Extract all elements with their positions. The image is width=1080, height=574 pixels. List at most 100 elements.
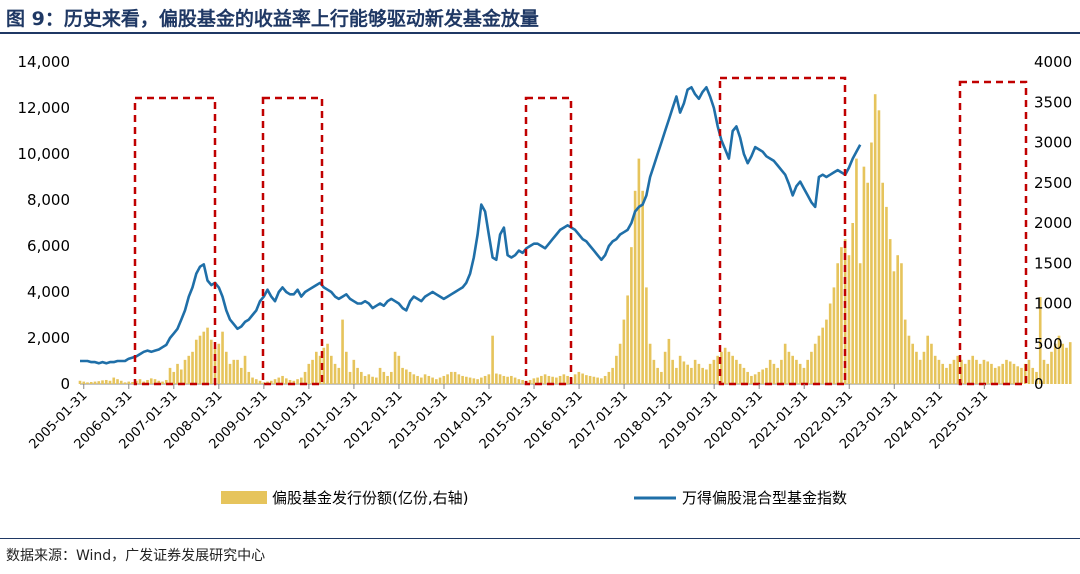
bar <box>382 371 386 384</box>
bar <box>397 355 401 384</box>
bar <box>558 375 562 384</box>
highlight-box <box>958 80 1028 386</box>
bar <box>787 351 791 384</box>
bar <box>663 351 667 384</box>
bar <box>693 359 697 384</box>
bar <box>146 379 149 384</box>
bar <box>371 376 374 384</box>
bar <box>251 377 254 384</box>
bar <box>690 367 693 384</box>
bar <box>641 190 644 384</box>
bar <box>588 375 592 384</box>
bar <box>798 363 802 384</box>
bar <box>258 380 262 384</box>
bar <box>213 347 217 384</box>
bar <box>1057 335 1061 384</box>
bar <box>498 374 502 384</box>
bar <box>431 377 434 384</box>
bar <box>566 375 569 384</box>
bar <box>918 359 922 384</box>
bar <box>1035 371 1038 384</box>
bar <box>116 379 119 384</box>
bar <box>89 381 93 384</box>
bar <box>705 369 708 384</box>
bar <box>911 343 915 384</box>
bar <box>885 206 888 384</box>
bar <box>783 343 787 384</box>
bar <box>720 351 723 384</box>
bar <box>123 382 127 384</box>
y-right-tick-label: 500 <box>1034 335 1063 353</box>
bar <box>281 375 284 384</box>
y-left-tick-label: 6,000 <box>27 237 70 255</box>
bar <box>1061 343 1065 384</box>
bar <box>390 371 393 384</box>
bar <box>855 158 858 384</box>
bar <box>832 287 836 384</box>
bar <box>93 381 97 384</box>
bar <box>348 371 352 384</box>
bar <box>393 351 397 384</box>
bar <box>318 355 322 384</box>
bar <box>543 374 547 384</box>
bar <box>806 359 809 384</box>
bar <box>821 327 824 384</box>
bar <box>652 359 656 384</box>
highlight-box <box>718 76 847 386</box>
chart: 02,0004,0006,0008,00010,00012,00014,000 … <box>18 53 1073 507</box>
bar <box>532 378 536 384</box>
bar <box>206 327 209 384</box>
bar <box>352 359 356 384</box>
bar <box>337 367 341 384</box>
bar <box>510 375 513 384</box>
bar <box>1042 359 1046 384</box>
bar <box>813 343 817 384</box>
bar <box>423 374 427 384</box>
bar <box>727 351 731 384</box>
bar <box>176 363 179 384</box>
bar <box>333 363 337 384</box>
bar <box>412 374 416 384</box>
bar <box>217 343 221 384</box>
y-left-tick-label: 0 <box>60 375 70 393</box>
bar <box>866 182 869 384</box>
bar <box>956 355 960 384</box>
bar <box>903 319 907 384</box>
bar <box>513 377 517 384</box>
bar <box>971 355 975 384</box>
bar <box>435 379 438 384</box>
y-right-tick-label: 1000 <box>1034 295 1072 313</box>
bar <box>303 371 307 384</box>
bar <box>945 367 948 384</box>
bar <box>791 355 794 384</box>
bar <box>686 364 689 384</box>
bar <box>746 371 749 384</box>
bar <box>930 343 933 384</box>
bar <box>78 380 82 384</box>
bar <box>536 377 539 384</box>
bar <box>375 377 378 384</box>
y-left-tick-label: 12,000 <box>18 99 71 117</box>
bar <box>592 376 596 384</box>
bar <box>1053 343 1057 384</box>
page-title: 图 9：历史来看，偏股基金的收益率上行能够驱动新发基金放量 <box>6 8 539 30</box>
bar <box>810 351 813 384</box>
bar <box>843 239 847 384</box>
bar <box>277 377 281 384</box>
bar <box>645 287 648 384</box>
bar <box>836 263 839 384</box>
bar <box>607 371 611 384</box>
bar <box>1046 363 1050 384</box>
bar <box>975 359 978 384</box>
bar <box>967 359 971 384</box>
bar <box>97 381 101 384</box>
bar <box>682 361 686 384</box>
bar <box>1038 297 1042 384</box>
bar <box>622 319 626 384</box>
bar <box>551 376 554 384</box>
bar <box>446 374 449 384</box>
bar <box>521 379 524 384</box>
bar <box>299 377 303 384</box>
bar <box>502 375 506 384</box>
bar <box>660 371 663 384</box>
